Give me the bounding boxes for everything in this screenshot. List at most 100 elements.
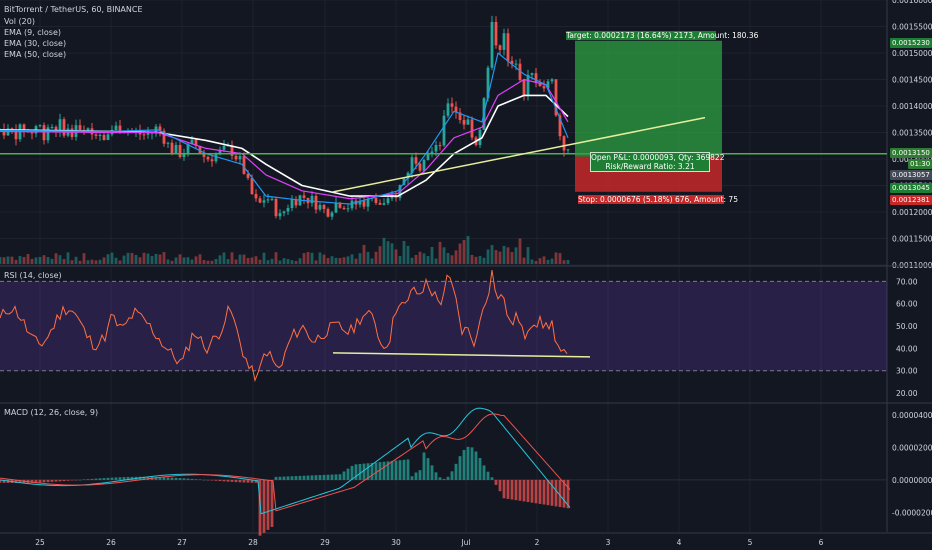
candle-body [542,86,546,89]
candle-body [546,81,550,89]
macd-histogram-bar [238,479,242,483]
macd-tick-label: 0.0000200 [892,443,932,452]
candle-body [386,198,390,204]
candle-body [390,196,394,199]
candle-body [202,153,206,157]
volume-bar [286,259,290,264]
macd-histogram-bar [174,477,178,480]
rsi-line [0,270,568,383]
macd-histogram-bar [50,479,54,482]
volume-bar [542,256,546,264]
candle-body [190,139,194,145]
indicator-ema30[interactable]: EMA (30, close) [4,39,67,48]
macd-histogram-bar [162,477,166,480]
candle-body [302,195,306,198]
candle-body [534,73,538,84]
macd-histogram-bar [218,479,222,482]
volume-bar [10,256,14,264]
candle-body [330,212,334,217]
volume-bar [38,256,42,264]
macd-legend[interactable]: MACD (12, 26, close, 9) [4,408,99,417]
volume-bar [142,252,146,264]
candle-body [286,207,290,212]
macd-histogram-bar [478,458,482,480]
volume-bar [166,259,170,264]
volume-bar [206,260,210,264]
volume-bar [386,241,390,264]
macd-histogram-bar [486,471,490,480]
volume-bar [98,259,102,264]
candle-body [182,154,186,158]
candle-body [518,63,522,81]
macd-histogram-bar [322,474,326,480]
candle-body [194,139,198,146]
candle-body [310,195,314,204]
indicator-ema9[interactable]: EMA (9, close) [4,28,61,37]
macd-histogram-bar [394,460,398,480]
risk-reward-text: Risk/Reward Ratio: 3.21 [605,162,695,171]
rsi-tick-label: 30.00 [896,367,918,376]
macd-histogram-bar [414,472,418,480]
rsi-trendline [332,352,591,358]
volume-bar [134,254,138,264]
indicator-ema50[interactable]: EMA (50, close) [4,50,67,59]
macd-histogram-bar [562,479,566,508]
macd-histogram-bar [470,447,474,480]
ema-price-badge: 0.0013057 [890,170,932,180]
volume-bar [198,254,202,264]
volume-bar [14,259,18,264]
candle-body [258,198,262,203]
candle-body [358,200,362,205]
volume-bar [410,257,414,264]
volume-bar [490,245,494,264]
candle-body [158,126,162,131]
candle-body [214,154,218,162]
volume-bar [262,252,266,264]
indicator-vol[interactable]: Vol (20) [4,17,35,26]
volume-bar [202,260,206,264]
candle-body [498,45,502,50]
volume-bar [74,256,78,264]
volume-bar [234,259,238,264]
volume-bar [394,249,398,264]
macd-histogram-bar [438,477,442,480]
volume-bar [106,254,110,264]
macd-histogram-bar [494,479,498,485]
candle-body [266,199,270,201]
macd-histogram-bar [302,475,306,480]
macd-histogram-bar [410,476,414,480]
candle-body [566,149,570,151]
candle-body [274,198,278,217]
volume-bar [466,236,470,264]
candle-body [494,21,498,46]
candle-body [322,204,326,209]
volume-bar [518,238,522,264]
macd-histogram-bar [406,459,410,480]
macd-histogram-bar [114,477,118,480]
volume-bar [126,252,130,264]
rsi-tick-label: 70.00 [896,277,918,286]
volume-bar [334,257,338,264]
volume-bar [454,250,458,264]
candle-body [270,198,274,200]
candle-body [186,144,190,155]
candle-body [98,134,102,136]
macd-histogram-bar [546,479,550,506]
symbol-title[interactable]: BitTorrent / TetherUS, 60, BINANCE [4,5,143,14]
macd-tick-label: 0.0000400 [892,411,932,420]
macd-histogram-bar [514,479,518,501]
macd-histogram-bar [378,462,382,480]
open-pnl-label: Open P&L: 0.0000093, Qty: 369822 Risk/Re… [590,152,724,172]
rsi-legend[interactable]: RSI (14, close) [4,271,62,280]
volume-bar [222,252,226,264]
macd-histogram-bar [242,479,246,483]
candle-body [46,127,50,141]
volume-bar [230,252,234,264]
macd-histogram-bar [402,459,406,480]
macd-histogram-bar [286,476,290,480]
macd-histogram-bar [534,479,538,504]
candle-body [442,115,446,146]
volume-bar [42,255,46,264]
macd-histogram-bar [234,479,238,483]
